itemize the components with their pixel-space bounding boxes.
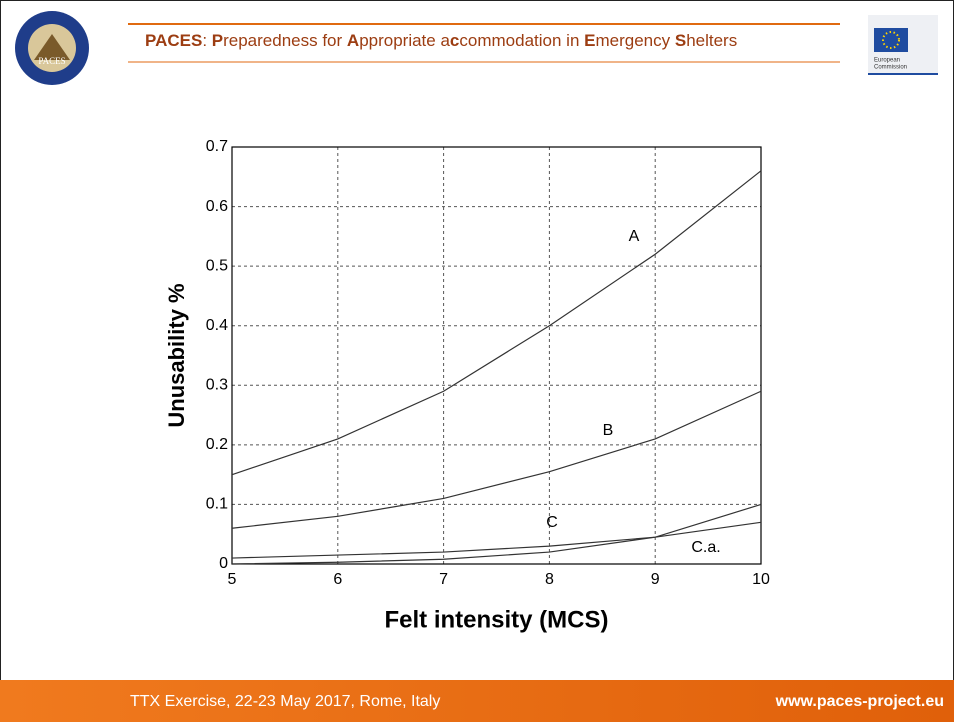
series-line [231,390,762,529]
plot-frame [231,146,762,565]
series-label: B [603,422,614,439]
y-tick-label: 0.6 [206,198,228,215]
y-tick-label: 0.1 [206,496,228,513]
series-label: C.a. [691,539,720,556]
x-tick-label: 7 [439,571,448,588]
title-part: PACES [145,31,202,50]
title-part: reparedness for [223,31,347,50]
x-tick-label: 8 [545,571,554,588]
title-part: S [675,31,686,50]
title-part: helters [686,31,737,50]
series-label: A [629,228,640,245]
logo-text: PACES [38,56,65,66]
title-part: mergency [595,31,674,50]
y-tick-label: 0.2 [206,436,228,453]
y-tick-label: 0.5 [206,257,228,274]
x-tick-label: 10 [752,571,770,588]
y-tick-label: 0.3 [206,377,228,394]
eu-logo: European Commission [868,15,938,75]
title-part: commodation in [459,31,584,50]
x-tick-label: 5 [228,571,237,588]
footer-bar [0,680,954,722]
plot-area [232,147,761,564]
title-part: : [202,31,211,50]
y-tick-label: 0.4 [206,317,228,334]
title-part: E [584,31,595,50]
paces-logo: PACES [15,11,89,85]
series-label: C [546,514,558,531]
eu-label: European [874,58,900,64]
title-part: A [347,31,359,50]
title-part: ppropriate a [359,31,450,50]
footer-left: TTX Exercise, 22-23 May 2017, Rome, Ital… [130,693,440,710]
title-part: c [450,31,459,50]
y-tick-label: 0 [219,555,228,572]
x-tick-label: 6 [333,571,342,588]
series-line [231,503,762,565]
y-tick-label: 0.7 [206,138,228,155]
x-axis-label: Felt intensity (MCS) [384,606,608,633]
footer-right: www.paces-project.eu [775,693,944,710]
eu-label: Commission [874,65,907,71]
series-line [231,170,762,476]
x-tick-label: 9 [651,571,660,588]
series-line [231,521,762,559]
y-axis-label: Unusability % [164,283,189,427]
header-title: PACES: Preparedness for Appropriate acco… [145,31,737,50]
title-part: P [212,31,223,50]
